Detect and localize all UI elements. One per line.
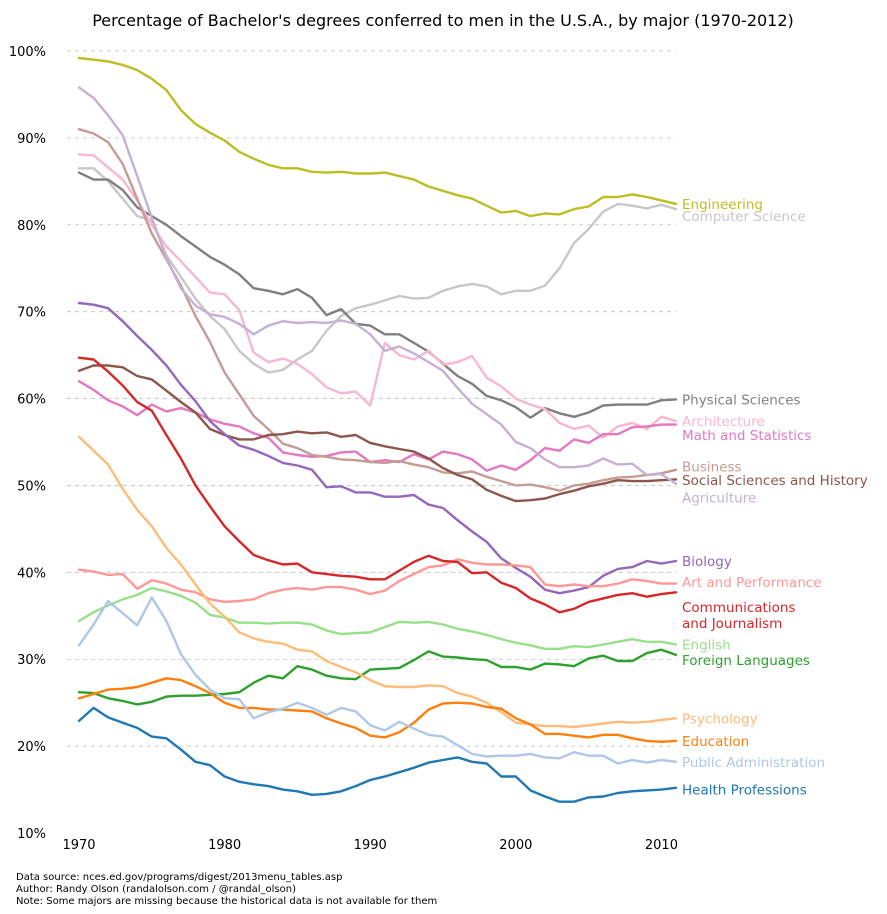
series-line-agriculture bbox=[77, 86, 678, 485]
series-label-public-administration: Public Administration bbox=[682, 755, 825, 771]
series-line-education bbox=[77, 677, 678, 743]
y-tick-label: 50% bbox=[17, 479, 46, 494]
series-line-engineering bbox=[77, 56, 678, 218]
series-lines bbox=[77, 56, 678, 803]
series-label-agriculture: Agriculture bbox=[682, 491, 756, 507]
y-tick-label: 40% bbox=[17, 566, 46, 581]
x-tick-label: 2000 bbox=[499, 838, 532, 853]
series-line-math-and-statistics bbox=[77, 380, 678, 472]
series-label-biology: Biology bbox=[682, 554, 732, 570]
footer-notes: Data source: nces.ed.gov/programs/digest… bbox=[16, 872, 437, 907]
series-label-physical-sciences: Physical Sciences bbox=[682, 392, 801, 408]
series-line-art-and-performance bbox=[77, 558, 678, 604]
series-label-art-and-performance: Art and Performance bbox=[682, 575, 822, 591]
series-line-biology bbox=[77, 301, 678, 595]
footer-author: Author: Randy Olson (randalolson.com / @… bbox=[16, 884, 296, 895]
series-line-english bbox=[77, 586, 678, 650]
series-line-physical-sciences bbox=[77, 171, 678, 419]
series-label-english: English bbox=[682, 637, 731, 653]
series-line-computer-science bbox=[77, 167, 678, 374]
y-tick-label: 20% bbox=[17, 740, 46, 755]
series-line-social-sciences-and-history bbox=[77, 364, 678, 503]
y-tick-label: 70% bbox=[17, 306, 46, 321]
series-label-health-professions: Health Professions bbox=[682, 783, 807, 799]
series-label-psychology: Psychology bbox=[682, 711, 758, 727]
x-axis-ticks: 1970 1980 1990 2000 2010 bbox=[62, 838, 678, 853]
series-label-computer-science: Computer Science bbox=[682, 209, 806, 225]
footer-data-source: Data source: nces.ed.gov/programs/digest… bbox=[16, 872, 342, 883]
footer-note: Note: Some majors are missing because th… bbox=[16, 896, 437, 907]
series-line-health-professions bbox=[77, 706, 678, 803]
y-tick-label: 10% bbox=[17, 827, 46, 842]
series-line-psychology bbox=[77, 435, 678, 729]
series-label-math-and-statistics: Math and Statistics bbox=[682, 428, 811, 444]
series-label-engineering: Engineering bbox=[682, 197, 763, 213]
x-tick-label: 1970 bbox=[62, 838, 95, 853]
series-line-communications-and-journalism bbox=[77, 356, 678, 614]
series-line-public-administration bbox=[77, 596, 678, 765]
x-tick-label: 1990 bbox=[354, 838, 387, 853]
y-tick-label: 80% bbox=[17, 219, 46, 234]
series-label-communications-and-journalism: Communications and Journalism bbox=[682, 600, 795, 632]
series-line-architecture bbox=[77, 153, 678, 439]
series-label-architecture: Architecture bbox=[682, 414, 765, 430]
series-label-business: Business bbox=[682, 459, 742, 475]
series-label-foreign-languages: Foreign Languages bbox=[682, 653, 810, 669]
y-axis-ticks: 10% 20% 30% 40% 50% 60% 70% 80% 90% 100% bbox=[9, 45, 46, 842]
x-tick-label: 2010 bbox=[645, 838, 678, 853]
x-tick-label: 1980 bbox=[208, 838, 241, 853]
y-tick-label: 100% bbox=[9, 45, 46, 60]
series-line-foreign-languages bbox=[77, 648, 678, 706]
y-tick-label: 90% bbox=[17, 132, 46, 147]
series-label-education: Education bbox=[682, 734, 749, 750]
chart-title: Percentage of Bachelor's degrees conferr… bbox=[92, 11, 794, 30]
y-tick-label: 30% bbox=[17, 653, 46, 668]
series-label-social-sciences-and-history: Social Sciences and History bbox=[682, 473, 868, 489]
y-tick-label: 60% bbox=[17, 393, 46, 408]
